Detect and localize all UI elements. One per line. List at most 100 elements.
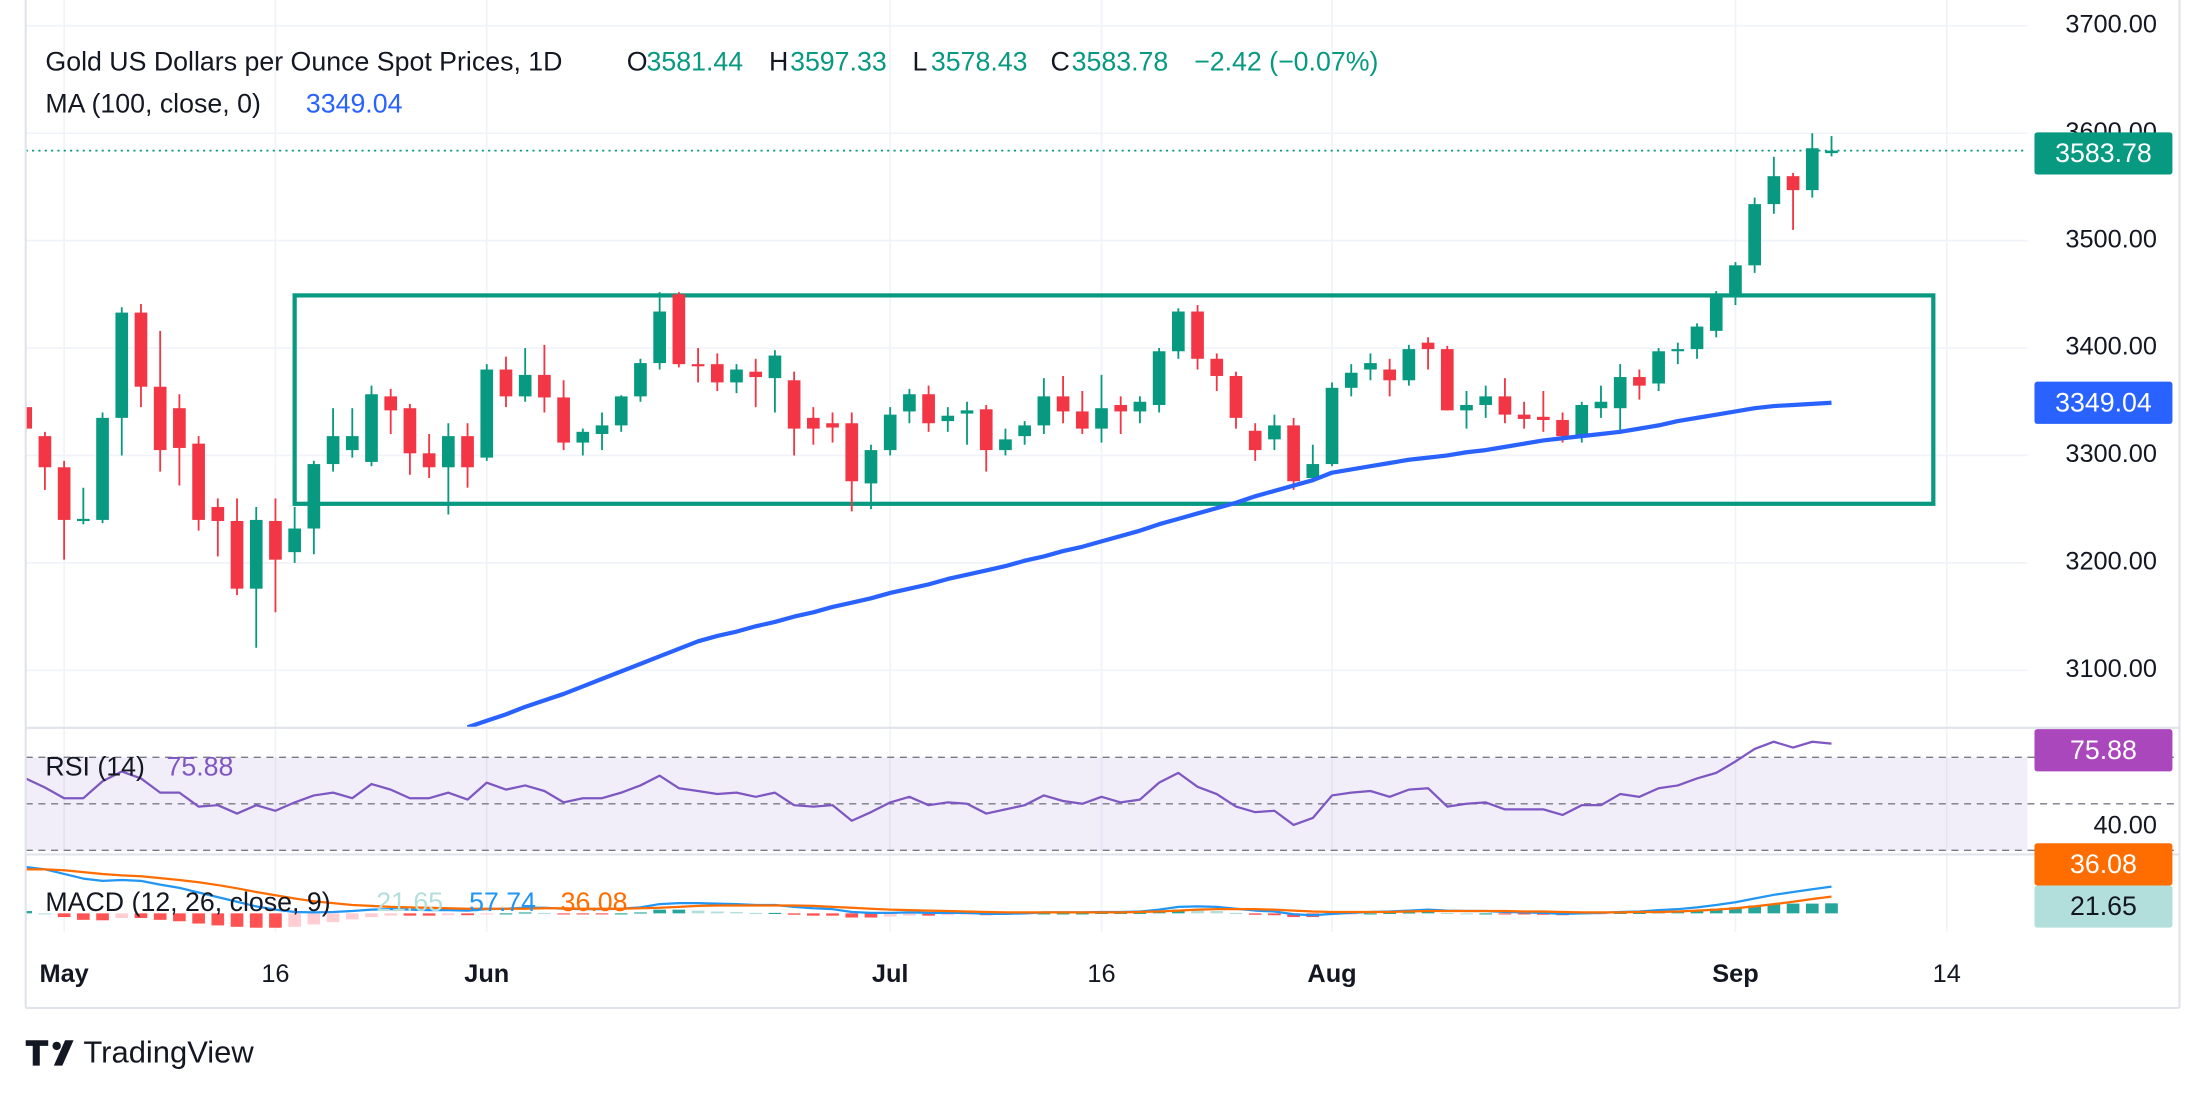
macd-histogram-bar bbox=[1402, 912, 1416, 914]
macd-histogram-bar bbox=[614, 913, 628, 915]
macd-histogram-bar bbox=[1805, 903, 1819, 914]
macd-histogram-bar bbox=[211, 913, 225, 926]
macd-histogram-bar bbox=[576, 913, 590, 915]
candle-body bbox=[1037, 396, 1051, 426]
brand-name: TradingView bbox=[83, 1035, 254, 1070]
macd-histogram-bar bbox=[1633, 912, 1646, 915]
range-box bbox=[292, 293, 1936, 506]
candle-body bbox=[1537, 416, 1550, 421]
ohlc-value: 3583.78 bbox=[1072, 46, 1169, 76]
macd-histogram-bar bbox=[1767, 904, 1781, 914]
macd-histogram-bar bbox=[691, 910, 705, 914]
candle-body bbox=[345, 436, 359, 451]
macd-pane bbox=[25, 865, 1838, 928]
candle-body bbox=[787, 380, 801, 429]
candle-body bbox=[1402, 349, 1416, 381]
candle-body bbox=[1440, 349, 1454, 411]
candle-body bbox=[77, 518, 90, 521]
candle-body bbox=[1498, 396, 1512, 415]
macd-histogram-bar bbox=[749, 912, 763, 915]
macd-histogram-bar bbox=[845, 913, 859, 918]
macd-histogram-bar bbox=[115, 913, 129, 918]
macd-signal-line bbox=[25, 868, 1832, 914]
candle-body bbox=[1575, 404, 1589, 437]
candle-body bbox=[1825, 150, 1838, 154]
rsi-tag-bg bbox=[2034, 729, 2173, 772]
macd-histogram-bar bbox=[941, 913, 955, 916]
candle-body bbox=[518, 374, 532, 397]
macd-histogram-bar bbox=[25, 911, 33, 914]
candle-body bbox=[442, 436, 455, 468]
candle-body bbox=[1613, 377, 1627, 409]
candle-body bbox=[538, 374, 551, 398]
macd-histogram-bar bbox=[153, 913, 167, 920]
macd-histogram-bar bbox=[807, 913, 820, 916]
price-pane bbox=[25, 133, 2028, 728]
candle-body bbox=[1075, 411, 1089, 429]
candle-body bbox=[1460, 404, 1473, 411]
candle-body bbox=[730, 369, 743, 383]
macd-histogram-bar bbox=[345, 913, 359, 920]
candle-body bbox=[883, 414, 897, 451]
candle-body bbox=[557, 397, 570, 443]
candle-body bbox=[1594, 401, 1608, 409]
change-label: −2.42 (−0.07%) bbox=[1194, 46, 1378, 76]
candle-body bbox=[807, 417, 820, 429]
ohlc-value: 3578.43 bbox=[931, 46, 1028, 76]
macd-signal-tag-bg bbox=[2034, 843, 2173, 886]
candle-body bbox=[115, 312, 129, 418]
macd-histogram-bar bbox=[307, 913, 321, 925]
macd-histogram-bar bbox=[1421, 911, 1435, 914]
rsi-tag: 75.88 bbox=[2070, 735, 2137, 765]
macd-histogram-bar bbox=[672, 909, 686, 914]
macd-histogram-bar bbox=[730, 911, 743, 914]
candle-body bbox=[1325, 387, 1339, 465]
candle-body bbox=[480, 369, 494, 458]
candle-body bbox=[1364, 363, 1377, 370]
macd-histogram-bar bbox=[1383, 912, 1396, 915]
macd-signal-value: 36.08 bbox=[561, 887, 628, 917]
macd-histogram-bar bbox=[1133, 912, 1147, 915]
last-price-tag: 3583.78 bbox=[2055, 138, 2152, 168]
candle-body bbox=[672, 294, 686, 365]
macd-histogram-bar bbox=[365, 913, 378, 918]
macd-histogram-bar bbox=[96, 913, 109, 921]
chart-title: Gold US Dollars per Ounce Spot Prices, 1… bbox=[45, 46, 562, 76]
candle-body bbox=[230, 520, 244, 589]
ohlc-label: O bbox=[627, 46, 648, 76]
candle-body bbox=[1383, 369, 1396, 381]
candle-body bbox=[1018, 425, 1031, 437]
candle-body bbox=[153, 386, 167, 451]
macd-histogram-bar bbox=[518, 912, 532, 914]
macd-histogram-bar bbox=[249, 913, 263, 928]
macd-histogram-bar bbox=[230, 913, 244, 927]
macd-histogram-bar bbox=[1479, 913, 1493, 915]
macd-histogram-bar bbox=[1037, 913, 1051, 915]
macd-histogram-bar bbox=[134, 913, 148, 918]
candle-body bbox=[1344, 372, 1358, 388]
candle-body bbox=[1210, 358, 1224, 376]
macd-histogram-bar bbox=[922, 913, 935, 916]
macd-histogram-bar bbox=[883, 913, 897, 917]
rsi-line bbox=[25, 740, 1832, 827]
candle-body bbox=[1133, 401, 1147, 412]
macd-histogram-bar bbox=[864, 913, 878, 918]
macd-histogram-bar bbox=[1210, 911, 1224, 914]
candle-body bbox=[1786, 176, 1800, 191]
candle-body bbox=[57, 467, 71, 520]
macd-histogram-bar bbox=[557, 913, 570, 915]
rsi-background bbox=[25, 756, 2180, 851]
macd-histogram-bar bbox=[1498, 913, 1512, 915]
candle-body bbox=[25, 407, 33, 429]
x-tick-label: May bbox=[39, 960, 88, 988]
macd-histogram-bar bbox=[787, 913, 801, 915]
rsi-value: 75.88 bbox=[166, 752, 233, 782]
candle-body bbox=[1556, 420, 1569, 437]
candle-body bbox=[211, 507, 225, 521]
macd-histogram-bar bbox=[1460, 913, 1473, 915]
ohlc-label: C bbox=[1051, 46, 1070, 76]
macd-histogram-bar bbox=[326, 913, 340, 923]
candle-body bbox=[614, 396, 628, 426]
